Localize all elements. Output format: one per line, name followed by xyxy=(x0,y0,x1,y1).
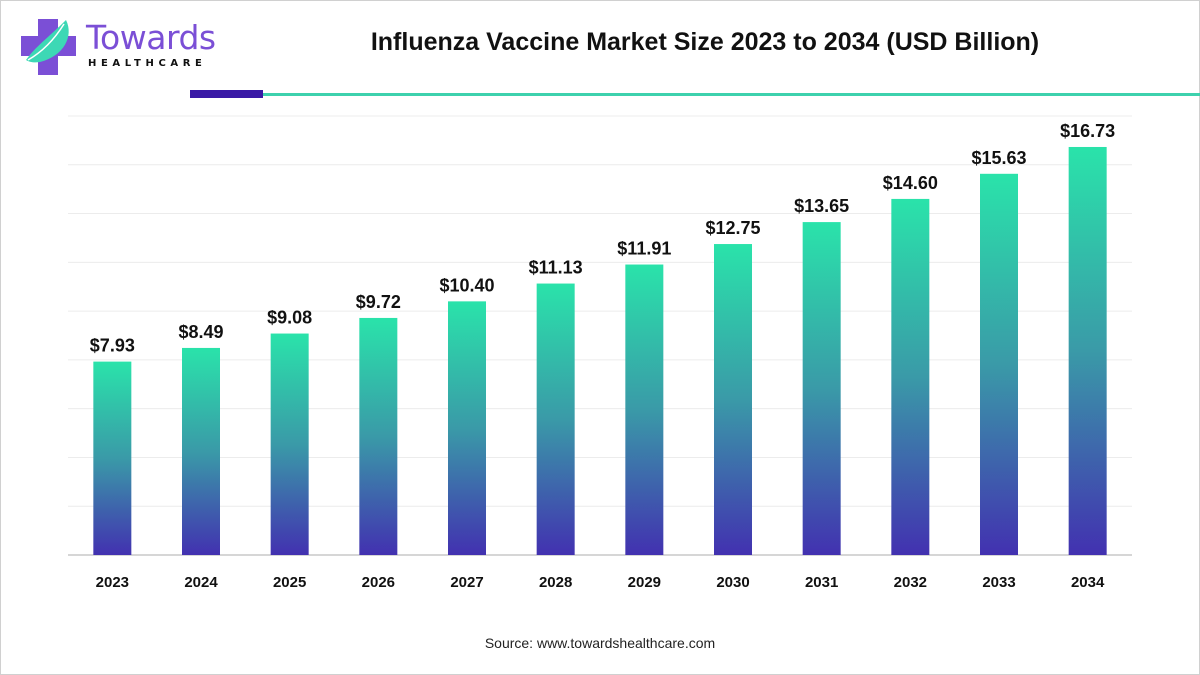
x-tick-label: 2027 xyxy=(450,574,483,591)
title-accent-bar xyxy=(190,90,263,98)
bar-2023 xyxy=(93,361,132,555)
bar-2033 xyxy=(980,173,1018,555)
bar-2025 xyxy=(270,333,309,555)
bar-2030 xyxy=(714,244,752,555)
x-tick-label: 2030 xyxy=(716,574,749,591)
data-label: $15.63 xyxy=(971,148,1026,168)
logo-subtitle: HEALTHCARE xyxy=(88,58,207,69)
bar-2029 xyxy=(625,264,664,555)
data-label: $11.13 xyxy=(529,258,583,278)
x-tick-label: 2034 xyxy=(1071,574,1105,591)
x-tick-label: 2029 xyxy=(628,574,661,591)
x-tick-label: 2026 xyxy=(362,574,395,591)
bar-2034 xyxy=(1068,146,1107,556)
bar-2031 xyxy=(802,222,841,555)
data-label: $7.93 xyxy=(90,336,135,356)
title-divider-line xyxy=(263,93,1200,96)
medical-cross-leaf-icon xyxy=(21,19,76,75)
bar-2028 xyxy=(536,283,575,555)
x-tick-label: 2024 xyxy=(184,574,218,591)
x-tick-label: 2031 xyxy=(805,574,838,591)
data-label: $9.72 xyxy=(356,292,401,312)
x-tick-label: 2023 xyxy=(96,574,129,591)
data-label: $9.08 xyxy=(267,308,312,328)
towards-healthcare-logo: Towards HEALTHCARE xyxy=(18,16,218,76)
data-label: $16.73 xyxy=(1060,121,1115,141)
x-tick-label: 2028 xyxy=(539,574,572,591)
data-label: $14.60 xyxy=(883,173,938,193)
data-label: $12.75 xyxy=(705,218,760,238)
data-label: $11.91 xyxy=(617,239,671,259)
bar-2026 xyxy=(359,317,398,555)
bar-2027 xyxy=(448,301,486,555)
data-label: $8.49 xyxy=(178,322,223,342)
logo-wordmark: Towards xyxy=(86,18,216,57)
x-tick-label: 2032 xyxy=(894,574,927,591)
data-label: $13.65 xyxy=(794,196,849,216)
bar-2032 xyxy=(891,198,930,555)
source-note: Source: www.towardshealthcare.com xyxy=(484,635,716,651)
x-tick-label: 2033 xyxy=(982,574,1015,591)
x-tick-label: 2025 xyxy=(273,574,306,591)
chart-title: Influenza Vaccine Market Size 2023 to 20… xyxy=(370,28,1040,56)
bar-2024 xyxy=(182,347,220,555)
data-label: $10.40 xyxy=(439,275,494,295)
